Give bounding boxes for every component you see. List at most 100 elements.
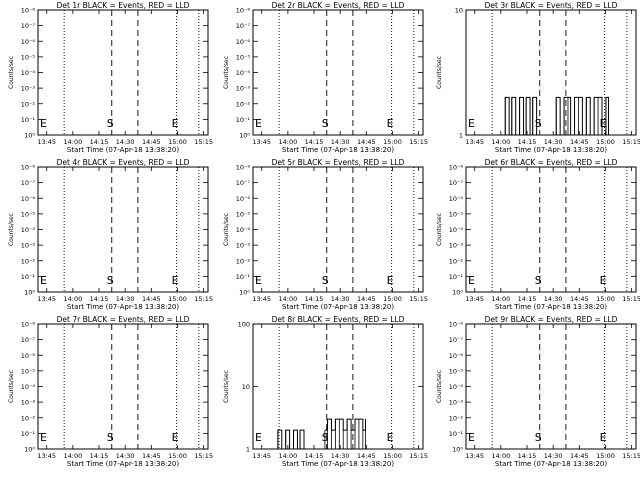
panel-4-title: Det 4r BLACK = Events, RED = LLD <box>57 158 190 167</box>
panel-9-ytick-label: 10⁻¹ <box>449 430 464 438</box>
panel-1-xtick-label: 14:15 <box>90 138 109 146</box>
panel-5-xtick-label: 13:45 <box>252 295 271 303</box>
panel-4-ytick-label: 10⁻⁴ <box>21 226 36 234</box>
panel-4-ytick-label: 10⁻⁷ <box>21 179 36 187</box>
panel-1-xtick-label: 14:30 <box>116 138 135 146</box>
panel-9-xlabel: Start Time (07-Apr-18 13:38:20) <box>495 460 607 468</box>
panel-3-xtick-label: 14:15 <box>518 138 537 146</box>
panel-3-xtick-label: 14:30 <box>544 138 563 146</box>
panel-5-title: Det 5r BLACK = Events, RED = LLD <box>272 158 405 167</box>
panel-1-ytick-label: 10⁻⁵ <box>21 53 36 61</box>
panel-6-ytick-label: 10⁻⁸ <box>449 164 464 172</box>
panel-9-ytick-label: 10⁻⁵ <box>449 367 464 375</box>
panel-9-ytick-label: 10⁻³ <box>449 399 464 407</box>
panel-1-ytick-label: 10⁻⁸ <box>21 7 36 15</box>
panel-8-xtick-label: 14:15 <box>305 452 324 460</box>
panel-6-ytick-label: 10⁻⁷ <box>449 179 464 187</box>
panel-5-xtick-label: 14:30 <box>331 295 350 303</box>
panel-8-marker-label: E <box>255 431 262 444</box>
panel-6-xtick-label: 15:00 <box>596 295 615 303</box>
panel-6-xtick-label: 14:15 <box>518 295 537 303</box>
panel-1-xtick-label: 15:00 <box>168 138 187 146</box>
panel-7-ytick-label: 10⁻² <box>21 414 36 422</box>
panel-9-marker-label: E <box>468 431 475 444</box>
panel-1-ytick-label: 10⁻³ <box>21 85 36 93</box>
panel-5-ytick-label: 10⁰ <box>239 289 250 297</box>
panel-5-ytick-label: 10⁻³ <box>236 242 251 250</box>
panel-8-ytick-label: 10 <box>242 383 250 391</box>
panel-6-ytick-label: 10⁻¹ <box>449 273 464 281</box>
panel-7-ytick-label: 10⁻¹ <box>21 430 36 438</box>
panel-7-frame <box>37 323 209 450</box>
panel-2-ytick-label: 10⁻⁷ <box>236 22 251 30</box>
panel-2-xtick-label: 14:45 <box>357 138 376 146</box>
panel-5-ytick-label: 10⁻⁵ <box>236 210 251 218</box>
panel-1-xtick-label: 14:00 <box>63 138 82 146</box>
panel-3-xtick-label: 15:15 <box>622 138 640 146</box>
panel-9-xtick-label: 14:30 <box>544 452 563 460</box>
panel-4-xtick-label: 14:15 <box>90 295 109 303</box>
panel-4-ytick-label: 10⁰ <box>24 289 35 297</box>
panel-8-xlabel: Start Time (07-Apr-18 13:38:20) <box>282 460 394 468</box>
panel-4-xtick-label: 14:00 <box>63 295 82 303</box>
panel-5-ytick-label: 10⁻⁴ <box>236 226 251 234</box>
panel-2-title: Det 2r BLACK = Events, RED = LLD <box>272 1 405 10</box>
panel-2-xtick-label: 15:00 <box>383 138 402 146</box>
panel-6-xtick-label: 14:45 <box>570 295 589 303</box>
panel-9-xtick-label: 14:45 <box>570 452 589 460</box>
panel-4-marker-label: E <box>40 274 47 287</box>
panel-9-xtick-label: 15:15 <box>622 452 640 460</box>
panel-5-ytick-label: 10⁻² <box>236 257 251 265</box>
panel-8-xtick-label: 14:45 <box>357 452 376 460</box>
panel-2-xtick-label: 14:00 <box>278 138 297 146</box>
panel-7-xtick-label: 14:45 <box>142 452 161 460</box>
panel-3-title: Det 3r BLACK = Events, RED = LLD <box>485 1 618 10</box>
panel-7-ylabel: Counts/sec <box>8 370 15 403</box>
panel-7-xtick-label: 15:15 <box>194 452 213 460</box>
panel-7-ytick-label: 10⁻³ <box>21 399 36 407</box>
panel-2-ytick-label: 10⁻⁸ <box>236 7 251 15</box>
panel-8-series-2-line <box>324 418 366 431</box>
panel-7-marker-label: E <box>40 431 47 444</box>
panel-7-ytick-label: 10⁻⁴ <box>21 383 36 391</box>
panel-6-ytick-label: 10⁻⁴ <box>449 226 464 234</box>
panel-9-xtick-label: 15:00 <box>596 452 615 460</box>
panel-2-ytick-label: 10⁻¹ <box>236 116 251 124</box>
panel-4-ytick-label: 10⁻⁶ <box>21 195 36 203</box>
panel-8-ytick-label: 100 <box>238 321 250 329</box>
panel-5-xtick-label: 14:00 <box>278 295 297 303</box>
panel-7-ytick-label: 10⁰ <box>24 446 35 454</box>
panel-7-xtick-label: 14:00 <box>63 452 82 460</box>
panel-4-marker-label: E <box>172 274 179 287</box>
panel-5-ytick-label: 10⁻⁸ <box>236 164 251 172</box>
panel-1-xlabel: Start Time (07-Apr-18 13:38:20) <box>67 146 179 154</box>
panel-6-frame <box>465 166 637 293</box>
panel-3-marker-label: S <box>535 117 542 130</box>
panel-6-xlabel: Start Time (07-Apr-18 13:38:20) <box>495 303 607 311</box>
panel-3-marker-label: E <box>600 117 607 130</box>
panel-8-marker-label: E <box>387 431 394 444</box>
panel-8-xtick-label: 15:15 <box>409 452 428 460</box>
panel-2-marker-label: S <box>322 117 329 130</box>
panel-1-marker-label: E <box>40 117 47 130</box>
panel-3-xtick-label: 15:00 <box>596 138 615 146</box>
panel-5-ytick-label: 10⁻⁶ <box>236 195 251 203</box>
panel-1-ytick-label: 10⁻⁴ <box>21 69 36 77</box>
panel-6-ytick-label: 10⁰ <box>452 289 463 297</box>
panel-5-ytick-label: 10⁻¹ <box>236 273 251 281</box>
panel-9-ytick-label: 10⁻⁸ <box>449 321 464 329</box>
panel-8-ylabel: Counts/sec <box>223 370 230 403</box>
panel-2-xtick-label: 15:15 <box>409 138 428 146</box>
panel-4-xtick-label: 14:45 <box>142 295 161 303</box>
panel-9-ytick-label: 10⁻⁶ <box>449 352 464 360</box>
panel-6-ylabel: Counts/sec <box>436 213 443 246</box>
panel-1-ytick-label: 10⁻² <box>21 100 36 108</box>
panel-4-ytick-label: 10⁻⁸ <box>21 164 36 172</box>
panel-2-ytick-label: 10⁻³ <box>236 85 251 93</box>
panel-1-ytick-label: 10⁰ <box>24 132 35 140</box>
panel-7-xtick-label: 13:45 <box>37 452 56 460</box>
panel-5-xlabel: Start Time (07-Apr-18 13:38:20) <box>282 303 394 311</box>
panel-5-xtick-label: 14:45 <box>357 295 376 303</box>
panel-6-ytick-label: 10⁻³ <box>449 242 464 250</box>
